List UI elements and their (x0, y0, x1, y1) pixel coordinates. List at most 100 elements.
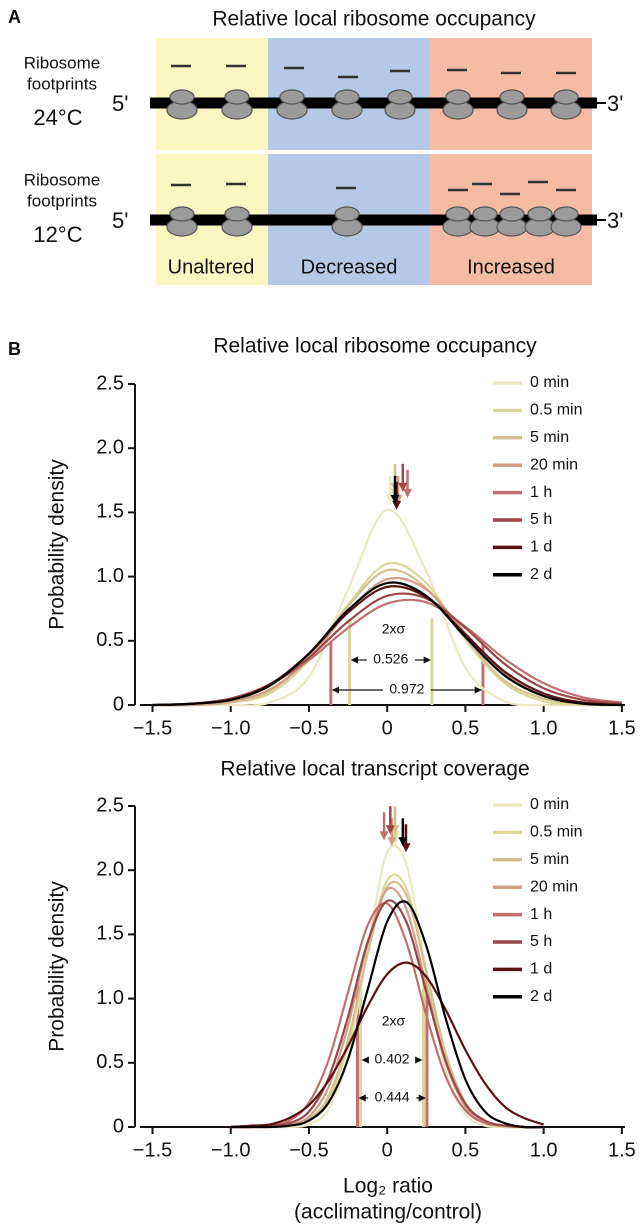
mean-arrow (403, 469, 413, 498)
ribosome-small (334, 206, 360, 222)
density-curve (152, 508, 622, 707)
x-tick-label: 1.5 (608, 717, 636, 739)
mean-arrow (385, 806, 395, 835)
x-tick-label: −1.5 (133, 717, 172, 739)
legend-label: 5 h (530, 511, 552, 528)
annotation: 2xσ (382, 1013, 406, 1029)
x-axis-label: Log₂ ratio (343, 1175, 433, 1198)
x-tick-label: −1.5 (133, 1139, 172, 1161)
legend-label: 0.5 min (530, 402, 582, 419)
ribosome-small (169, 206, 195, 222)
chart-title: Relative local transcript coverage (220, 758, 529, 781)
region-label: Decreased (301, 256, 398, 278)
y-tick-label: 2.5 (96, 372, 124, 394)
y-axis-label: Probability density (46, 459, 69, 630)
ribosome-small (527, 206, 553, 222)
y-tick-label: 2.0 (96, 858, 124, 880)
ribosome-small (169, 89, 195, 105)
legend-label: 2 d (530, 988, 552, 1005)
mean-arrow (398, 818, 408, 847)
panel-a: A Relative local ribosome occupancy Unal… (8, 7, 600, 285)
density-curve (152, 568, 622, 707)
y-tick-label: 1.5 (96, 923, 124, 945)
legend-label: 5 min (530, 429, 569, 446)
y-tick-label: 1.5 (96, 501, 124, 523)
ribosome-small (553, 206, 579, 222)
region-label: Unaltered (168, 256, 255, 278)
region-bg (156, 38, 268, 285)
y-tick-label: 0.5 (96, 1051, 124, 1073)
legend-label: 1 d (530, 961, 552, 978)
ribosome-small (553, 89, 579, 105)
y-tick-label: 0 (113, 693, 124, 715)
y-tick-label: 1.0 (96, 987, 124, 1009)
three-prime: 3' (607, 91, 623, 116)
ribosome-small (499, 206, 525, 222)
width-label: 0.402 (375, 1051, 410, 1067)
legend-label: 1 d (530, 539, 552, 556)
density-curve (230, 961, 544, 1129)
region-bg (268, 38, 430, 285)
ribosome-small (224, 89, 250, 105)
x-tick-label: 0 (382, 1139, 393, 1161)
ribosome-small (224, 206, 250, 222)
arrow-head (379, 831, 389, 841)
x-tick-label: 1.0 (530, 717, 558, 739)
y-tick-label: 0.5 (96, 629, 124, 651)
y-tick-label: 1.0 (96, 565, 124, 587)
x-tick-label: 0 (382, 717, 393, 739)
width-label: 0.444 (375, 1089, 410, 1105)
row-gap (150, 150, 600, 154)
x-axis-label: (acclimating/control) (294, 1201, 482, 1224)
legend-label: 1 h (530, 484, 552, 501)
density-curve (230, 900, 544, 1129)
footprints-label: Ribosome (24, 53, 101, 72)
legend-label: 0.5 min (530, 824, 582, 841)
mean-arrow (401, 824, 411, 853)
legend-label: 20 min (530, 456, 578, 473)
footprints-label: footprints (27, 74, 97, 93)
x-tick-label: 0.5 (452, 1139, 480, 1161)
legend-label: 0 min (530, 796, 569, 813)
ribosome-small (499, 89, 525, 105)
arrow-head (398, 482, 408, 492)
legend-label: 5 min (530, 851, 569, 868)
mean-arrow (390, 475, 400, 504)
legend-label: 20 min (530, 878, 578, 895)
five-prime: 5' (112, 208, 128, 233)
ribosome-small (387, 89, 413, 105)
chart: Relative local transcript coverage Probab… (46, 758, 636, 1224)
chart-title: Relative local ribosome occupancy (213, 335, 537, 358)
footprints-label: Ribosome (24, 170, 101, 189)
legend-label: 0 min (530, 374, 569, 391)
y-tick-label: 0 (113, 1115, 124, 1137)
width-label: 0.526 (373, 651, 408, 667)
mean-arrow (398, 463, 408, 492)
annotation: 2xσ (382, 621, 406, 637)
five-prime: 5' (112, 91, 128, 116)
density-curve (152, 592, 622, 707)
ribosome-small (445, 206, 471, 222)
legend-label: 5 h (530, 933, 552, 950)
ribosome-small (445, 89, 471, 105)
arrow-head (387, 837, 397, 847)
x-tick-label: 1.5 (608, 1139, 636, 1161)
region-bg (430, 38, 592, 285)
x-tick-label: −1.0 (211, 1139, 250, 1161)
x-tick-label: 0.5 (452, 717, 480, 739)
panel-label: A (8, 7, 21, 27)
temperature: 24°C (33, 105, 82, 130)
x-tick-label: 1.0 (530, 1139, 558, 1161)
arrow-head (385, 825, 395, 835)
ribosome-small (472, 206, 498, 222)
density-curve (230, 901, 544, 1129)
x-tick-label: −0.5 (289, 717, 328, 739)
legend-label: 1 h (530, 906, 552, 923)
y-tick-label: 2.5 (96, 794, 124, 816)
y-tick-label: 2.0 (96, 436, 124, 458)
panel-label: B (8, 339, 21, 359)
arrow-head (401, 843, 411, 853)
density-curve (152, 581, 622, 707)
legend-label: 2 d (530, 566, 552, 583)
